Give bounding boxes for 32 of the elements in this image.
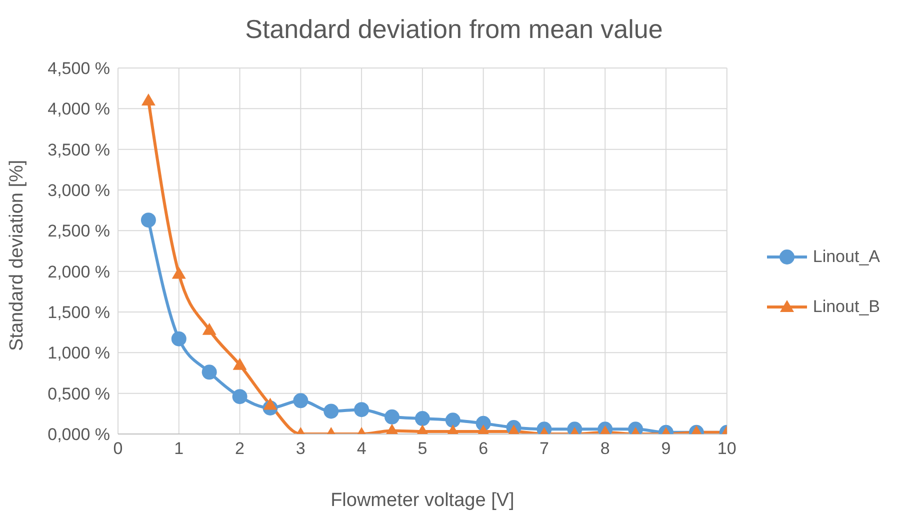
legend-label: Linout_A [812,247,880,267]
point [171,331,186,346]
point [172,266,186,279]
x-tick-label: 5 [418,439,428,458]
x-tick-label: 0 [113,439,123,458]
x-tick-label: 7 [539,439,549,458]
x-tick-label: 8 [600,439,610,458]
point [140,212,156,228]
y-tick-label: 0,000 % [48,425,110,444]
point [202,322,216,335]
y-tick-label: 1,500 % [48,303,110,322]
y-tick-label: 4,000 % [48,100,110,119]
y-tick-label: 2,000 % [48,262,110,282]
x-tick-label: 6 [478,439,488,458]
x-tick-label: 3 [296,439,306,458]
point [263,398,278,410]
y-tick-label: 0,500 % [48,384,110,404]
y-tick-label: 4,500 % [48,59,110,78]
y-axis-title: Standard deviation [%] [6,160,28,351]
legend-label: Linout_B [812,297,880,317]
y-tick-label: 3,000 % [48,181,110,200]
x-axis-title: Flowmeter voltage [V] [330,490,514,511]
x-tick-label: 1 [174,439,184,458]
x-tick-label: 4 [356,439,366,458]
chart-title: Standard deviation from mean value [244,13,664,46]
y-tick-label: 2,500 % [48,222,110,241]
point [232,358,247,370]
x-tick-label: 9 [661,439,671,458]
x-tick-label: 10 [717,439,736,458]
y-tick-label: 1,000 % [48,344,110,363]
y-tick-label: 3,500 % [48,140,110,160]
x-tick-label: 2 [235,439,245,458]
